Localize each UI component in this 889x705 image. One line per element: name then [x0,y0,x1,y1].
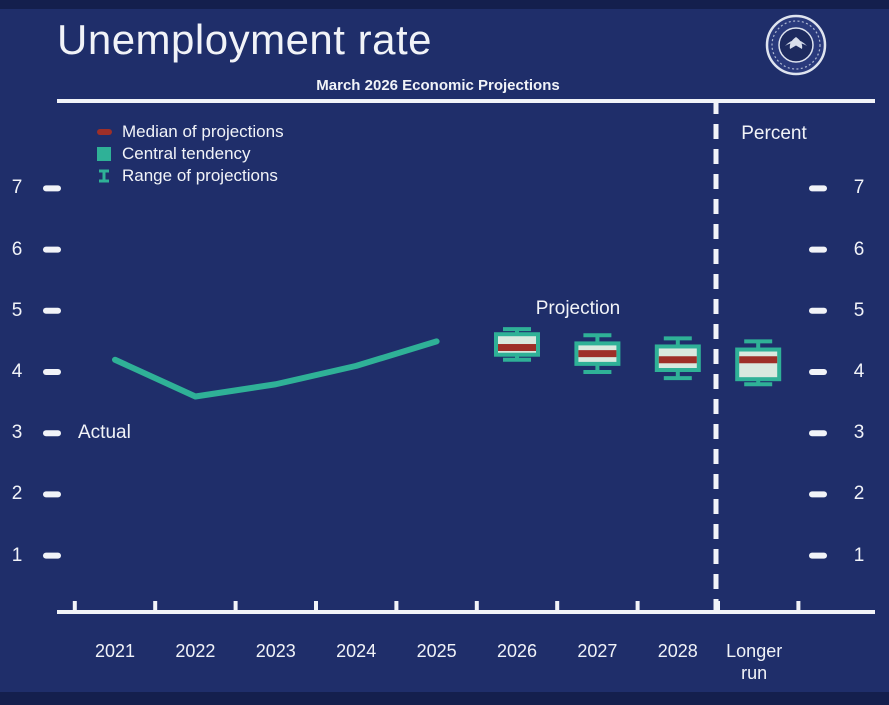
y-axis-label: 6 [853,238,865,260]
x-axis-label: Longer run [726,641,783,683]
median-dash-icon [96,127,122,137]
y-axis-label: 1 [853,544,865,566]
y-axis-label: 2 [853,483,865,505]
central-tendency-inner [739,351,778,378]
actual-label: Actual [78,422,131,443]
y-axis-label: 1 [11,544,23,566]
legend-row-median: Median of projections [96,121,284,143]
median-bar [658,356,697,364]
federal-reserve-seal-icon [764,13,828,77]
chart-title: Unemployment rate [57,16,432,63]
x-axis-label: 2027 [577,641,618,661]
projection-label: Projection [535,298,621,319]
percent-label: Percent [741,123,807,144]
x-axis-label: 2026 [496,641,538,661]
legend-row-range: Range of projections [96,165,284,187]
x-axis-label: 2024 [336,641,377,661]
x-axis-label: 2028 [657,641,698,661]
top-band [0,0,889,9]
central-tendency-box-icon [96,146,122,162]
y-axis-label: 3 [853,422,865,444]
y-axis-label: 2 [11,483,23,505]
y-axis-label: 5 [11,299,23,321]
y-axis-label: 6 [11,238,23,260]
x-axis-label: 2025 [416,641,457,661]
legend-row-central-tendency: Central tendency [96,143,284,165]
y-axis-label: 7 [853,177,865,199]
y-axis-label: 4 [11,361,23,382]
legend-label: Central tendency [122,144,251,163]
y-axis-label: 7 [11,177,23,199]
y-axis-label: 3 [11,422,23,444]
bottom-band [0,692,889,705]
median-bar [498,344,536,352]
median-bar [739,356,778,364]
y-axis-label: 5 [853,299,865,321]
x-axis-label: 2022 [175,641,216,661]
actual-line-series [112,338,440,400]
x-axis-label: 2021 [94,641,136,661]
legend-label: Median of projections [122,122,284,141]
legend-label: Range of projections [122,166,278,185]
x-axis-label: 2023 [255,641,296,661]
range-ibeam-icon [96,167,122,185]
median-bar [578,350,617,358]
chart-subtitle: March 2026 Economic Projections [316,77,560,94]
y-axis-label: 4 [853,361,865,382]
legend: Median of projections Central tendency R… [96,121,284,187]
